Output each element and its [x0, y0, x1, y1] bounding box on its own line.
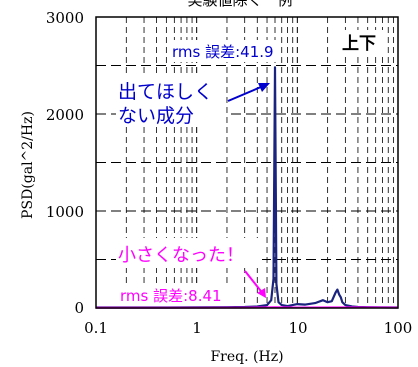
x-tick-label-0.1: 0.1 — [84, 319, 108, 337]
rms-label-blue: rms 誤差:41.9 — [172, 43, 274, 61]
x-tick-label-100: 100 — [384, 319, 413, 337]
x-tick-label-1: 1 — [192, 319, 202, 337]
arrow-blue-head — [258, 83, 270, 92]
y-tick-label-1000: 1000 — [46, 203, 84, 221]
smaller-label-box — [116, 238, 262, 268]
x-axis-title: Freq. (Hz) — [210, 349, 283, 365]
y-tick-label-3000: 3000 — [46, 9, 84, 27]
unwanted-component-label-line1: 出てほしく — [118, 81, 213, 103]
corner-label-box — [334, 30, 384, 54]
y-axis-title: PSD(gal^2/Hz) — [20, 111, 36, 219]
rms-label-magenta-box — [118, 284, 238, 306]
arrow-magenta-head — [257, 288, 266, 298]
unwanted-component-label-box — [116, 76, 226, 126]
plot-area-frame — [95, 16, 399, 309]
y-tick-label-2000: 2000 — [46, 106, 84, 124]
chart-title: 実験値除く一例 — [187, 0, 292, 9]
rms-label-magenta: rms 誤差:8.41 — [120, 287, 222, 305]
y-tick-label-0: 0 — [74, 299, 84, 317]
x-tick-label-10: 10 — [288, 319, 307, 337]
unwanted-component-label-line2: ない成分 — [118, 105, 194, 127]
rms-label-blue-box — [168, 40, 276, 62]
corner-label: 上下 — [342, 34, 376, 54]
smaller-label: 小さくなった！ — [118, 245, 244, 266]
